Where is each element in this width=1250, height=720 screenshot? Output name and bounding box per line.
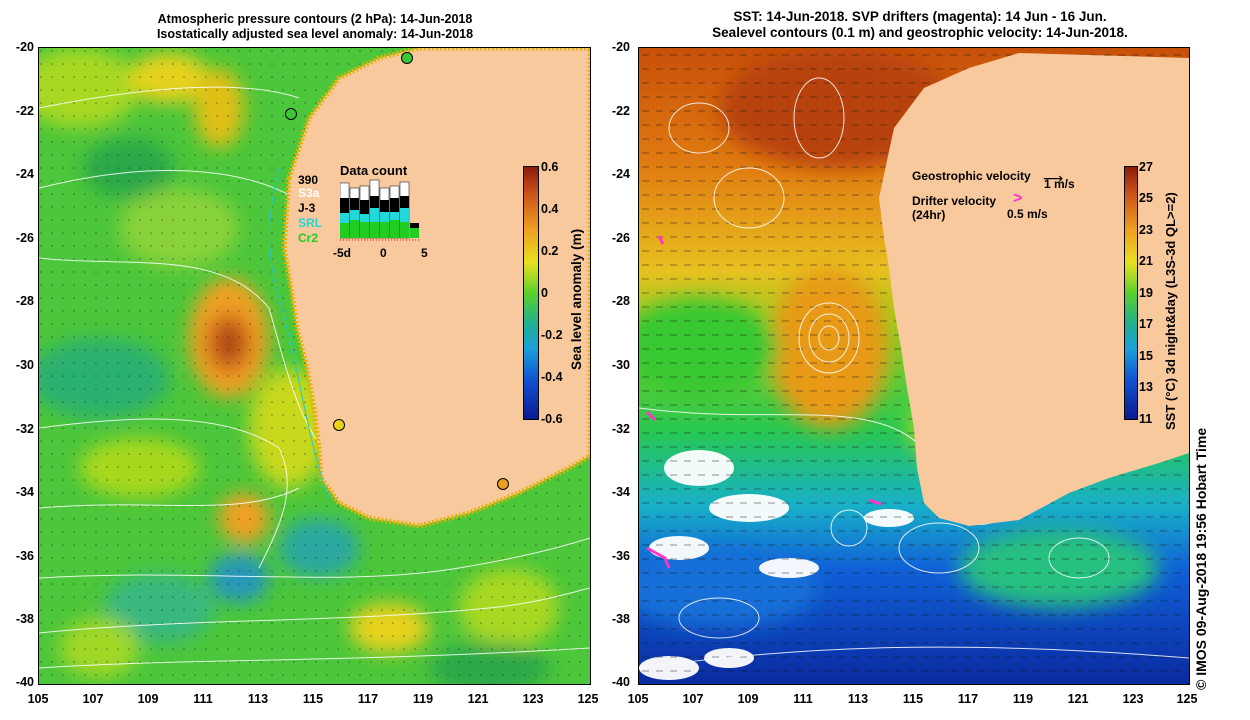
sst-field	[639, 48, 1189, 684]
right-y-tick: -26	[611, 231, 630, 245]
right-x-tick: 123	[1122, 692, 1144, 706]
left-y-tick: -32	[15, 422, 34, 436]
sat-label-srl: SRL	[298, 216, 322, 230]
sst-cb-tick-1: 25	[1139, 191, 1153, 205]
sst-cb-tick-6: 15	[1139, 349, 1153, 363]
drifter-arrow-icon: >	[1013, 190, 1023, 207]
drifter-scale: 0.5 m/s	[1007, 207, 1048, 221]
right-title-line2: Sealevel contours (0.1 m) and geostrophi…	[712, 25, 1128, 40]
sst-map[interactable]	[638, 47, 1190, 685]
sla-cb-tick-1: 0.4	[541, 202, 559, 216]
right-x-tick: 105	[627, 692, 649, 706]
left-x-tick: 105	[27, 692, 49, 706]
left-y-tick: -26	[15, 231, 34, 245]
right-title-line1: SST: 14-Jun-2018. SVP drifters (magenta)…	[733, 9, 1107, 24]
data-count-axis-end: 5	[421, 246, 428, 260]
data-count-number: 390	[298, 173, 319, 187]
sat-label-s3a: S3a	[298, 186, 320, 200]
right-x-tick: 109	[737, 692, 759, 706]
australia-landmass-sst	[879, 53, 1189, 526]
left-y-tick: -28	[15, 294, 34, 308]
right-y-tick: -30	[611, 358, 630, 372]
data-count-bars	[340, 179, 419, 239]
right-x-tick: 125	[1176, 692, 1198, 706]
left-title-line2: Isostatically adjusted sea level anomaly…	[156, 27, 474, 41]
geostrophic-arrow-icon: ⟶	[1043, 170, 1064, 186]
sst-cb-tick-2: 23	[1139, 223, 1153, 237]
sla-cb-tick-5: -0.4	[541, 370, 563, 384]
data-count-title: Data count	[340, 163, 408, 178]
left-x-tick: 121	[467, 692, 489, 706]
left-y-tick: -40	[15, 675, 34, 689]
sat-label-cr2: Cr2	[298, 231, 319, 245]
left-x-tick: 113	[247, 692, 269, 706]
left-x-tick: 123	[522, 692, 544, 706]
sla-cb-tick-3: 0	[541, 286, 548, 300]
data-count-bar-chart	[340, 179, 420, 241]
left-title-line1: Atmospheric pressure contours (2 hPa): 1…	[157, 12, 473, 26]
sst-colorbar-label: SST (°C) 3d night&day (L3S-3d QL>=2)	[1163, 192, 1178, 430]
right-x-tick: 107	[682, 692, 704, 706]
right-x-tick: 115	[902, 692, 924, 706]
right-x-tick: 111	[793, 692, 813, 706]
left-y-tick: -34	[15, 485, 34, 499]
right-y-tick: -36	[611, 549, 630, 563]
right-y-tick: -20	[611, 40, 630, 54]
data-count-axis-start: -5d	[333, 246, 351, 260]
drifter-velocity-sub: (24hr)	[912, 208, 946, 222]
left-y-tick: -22	[15, 104, 34, 118]
right-y-tick: -32	[611, 422, 630, 436]
left-x-tick: 119	[412, 692, 434, 706]
sst-cb-tick-5: 17	[1139, 317, 1153, 331]
left-x-tick: 125	[577, 692, 599, 706]
sla-cb-tick-6: -0.6	[541, 412, 563, 426]
svp-drifters	[645, 235, 882, 569]
geostrophic-scale: 1 m/s	[1044, 177, 1075, 191]
left-y-tick: -36	[15, 549, 34, 563]
sea-level-anomaly-field	[39, 48, 590, 684]
left-x-tick: 117	[357, 692, 379, 706]
sla-colorbar-label: Sea level anomaly (m)	[569, 228, 584, 370]
sea-level-colorbar	[523, 166, 539, 420]
geostrophic-velocity-label: Geostrophic velocity	[912, 169, 1031, 183]
sla-cb-tick-4: -0.2	[541, 328, 563, 342]
right-y-tick: -38	[611, 612, 630, 626]
sst-cb-tick-8: 11	[1139, 412, 1153, 426]
left-y-tick: -30	[15, 358, 34, 372]
right-x-tick: 119	[1012, 692, 1034, 706]
sst-cb-tick-3: 21	[1139, 254, 1153, 268]
sat-label-j3: J-3	[298, 201, 316, 215]
right-x-tick: 121	[1067, 692, 1089, 706]
sst-colorbar	[1124, 166, 1138, 420]
left-y-tick: -20	[15, 40, 34, 54]
drifter-velocity-label: Drifter velocity	[912, 194, 997, 208]
imos-credit: © IMOS 09-Aug-2018 19:56 Hobart Time	[1193, 427, 1209, 690]
left-y-tick: -24	[15, 167, 34, 181]
right-y-tick: -34	[611, 485, 630, 499]
left-y-tick: -38	[15, 612, 34, 626]
right-y-tick: -24	[611, 167, 630, 181]
right-y-tick: -28	[611, 294, 630, 308]
sst-cb-tick-4: 19	[1139, 286, 1153, 300]
right-y-tick: -40	[611, 675, 630, 689]
left-x-tick: 107	[82, 692, 104, 706]
left-x-tick: 109	[137, 692, 159, 706]
sla-cb-tick-0: 0.6	[541, 160, 559, 174]
right-x-tick: 113	[847, 692, 869, 706]
left-x-tick: 115	[302, 692, 324, 706]
sst-cb-tick-7: 13	[1139, 380, 1153, 394]
sla-cb-tick-2: 0.2	[541, 244, 559, 258]
right-y-tick: -22	[611, 104, 630, 118]
right-x-tick: 117	[957, 692, 979, 706]
left-x-tick: 111	[193, 692, 213, 706]
sst-cb-tick-0: 27	[1139, 160, 1153, 174]
sea-level-anomaly-map[interactable]	[38, 47, 591, 685]
australia-landmass	[281, 48, 590, 529]
data-count-axis-mid: 0	[380, 246, 387, 260]
